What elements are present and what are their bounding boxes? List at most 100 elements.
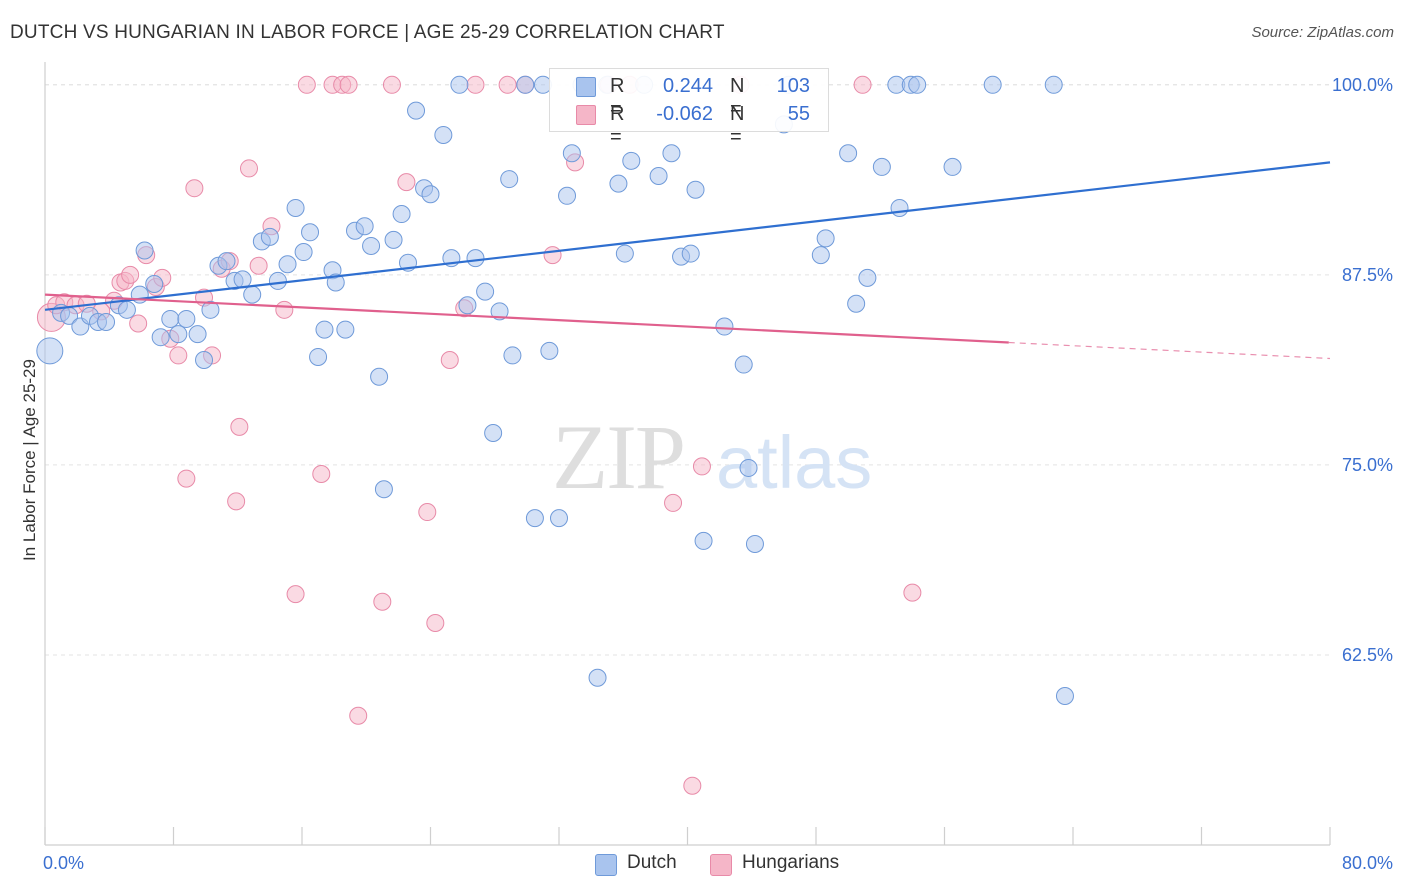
- dutch-point: [662, 144, 681, 163]
- dutch-point: [97, 312, 116, 331]
- watermark-atlas: atlas: [716, 421, 872, 504]
- dutch-trend-line: [44, 161, 1331, 311]
- dutch-point: [540, 341, 559, 360]
- chart-title: DUTCH VS HUNGARIAN IN LABOR FORCE | AGE …: [10, 22, 725, 43]
- x-tick-label: 0.0%: [43, 853, 84, 873]
- hungarians-point: [382, 75, 401, 94]
- legend-r-label: R =: [610, 103, 625, 148]
- hungarians-point: [129, 314, 148, 333]
- correlation-legend: R = 0.244 N = 103 R = -0.062 N = 55: [549, 68, 829, 148]
- dutch-point: [117, 300, 136, 319]
- hungarians-point: [397, 173, 416, 192]
- dutch-point: [839, 144, 858, 163]
- dutch-point: [201, 300, 220, 319]
- dutch-point: [983, 75, 1002, 94]
- dutch-point: [943, 157, 962, 176]
- dutch-point: [421, 185, 440, 204]
- dutch-point: [562, 144, 581, 163]
- dutch-point: [908, 75, 927, 94]
- legend-swatch-dutch: [576, 77, 596, 97]
- dutch-point: [588, 668, 607, 687]
- dutch-point: [315, 320, 334, 339]
- y-tick-label: 62.5%: [1342, 645, 1393, 665]
- x-tick-label: 80.0%: [1342, 853, 1393, 873]
- watermark: ZIP atlas: [552, 406, 872, 508]
- dutch-point: [484, 423, 503, 442]
- legend-label-dutch: Dutch: [627, 852, 677, 873]
- hungarians-point: [664, 493, 683, 512]
- source-note: Source: ZipAtlas.com: [1251, 24, 1394, 41]
- y-tick-label: 75.0%: [1342, 455, 1393, 475]
- dutch-point: [734, 355, 753, 374]
- hungarians-point: [349, 706, 368, 725]
- dutch-point: [336, 320, 355, 339]
- watermark-zip: ZIP: [552, 406, 684, 508]
- hungarians-point: [185, 179, 204, 198]
- dutch-point: [294, 243, 313, 262]
- legend-swatch-hungarians: [710, 854, 732, 876]
- hungarians-point: [275, 300, 294, 319]
- dutch-point: [476, 282, 495, 301]
- dutch-point: [858, 268, 877, 287]
- hungarians-point: [297, 75, 316, 94]
- dutch-point: [195, 350, 214, 369]
- hungarians-point: [692, 457, 711, 476]
- axes: [44, 62, 1331, 846]
- dutch-point: [550, 509, 568, 528]
- y-tick-labels: 62.5% 75.0% 87.5% 100.0%: [1332, 75, 1393, 665]
- y-tick-label: 100.0%: [1332, 75, 1393, 95]
- legend-n-label: N =: [730, 103, 745, 148]
- dutch-point: [739, 458, 758, 477]
- dutch-point: [268, 271, 287, 290]
- dutch-point: [500, 170, 519, 189]
- dutch-point: [715, 317, 734, 336]
- dutch-point: [558, 186, 577, 205]
- hungarians-point: [903, 583, 922, 602]
- dutch-point: [745, 534, 764, 553]
- hungarians-point: [466, 75, 485, 94]
- dutch-point: [686, 180, 705, 199]
- hungarians-point: [169, 346, 188, 365]
- hungarians-point: [230, 417, 249, 436]
- dutch-point: [458, 296, 477, 315]
- gridlines: [45, 84, 1330, 656]
- dutch-point: [503, 346, 522, 365]
- legend-swatch-hungarians: [576, 105, 596, 125]
- dutch-point: [151, 328, 170, 347]
- dutch-point: [847, 294, 866, 313]
- dutch-points: [36, 75, 1074, 706]
- dutch-point: [890, 198, 909, 217]
- dutch-point: [177, 309, 196, 328]
- dutch-point: [355, 217, 374, 236]
- dutch-point: [286, 198, 305, 217]
- hungarians-point: [440, 350, 459, 369]
- hungarians-point: [177, 469, 196, 488]
- legend-n-value: 55: [787, 103, 810, 125]
- dutch-point: [217, 252, 236, 271]
- y-tick-label: 87.5%: [1342, 265, 1393, 285]
- dutch-point: [370, 367, 389, 386]
- hungarians-point: [418, 503, 437, 522]
- dutch-point: [466, 249, 485, 268]
- hungarians-trend-line-extension: [1008, 341, 1331, 360]
- dutch-point: [145, 274, 164, 293]
- dutch-point: [434, 125, 453, 144]
- dutch-point: [649, 167, 668, 186]
- dutch-point: [609, 174, 628, 193]
- x-tick-labels: 0.0% 80.0%: [43, 853, 1393, 873]
- dutch-point: [243, 285, 262, 304]
- trend-lines: [44, 161, 1331, 360]
- dutch-point: [516, 75, 535, 94]
- dutch-point: [525, 509, 544, 528]
- dutch-point: [169, 325, 188, 344]
- hungarians-point: [312, 465, 331, 484]
- hungarians-point: [249, 256, 268, 275]
- dutch-point: [362, 236, 381, 255]
- hungarians-point: [121, 265, 140, 284]
- hungarians-point: [683, 776, 702, 795]
- dutch-point: [326, 273, 345, 292]
- dutch-point: [681, 244, 700, 263]
- hungarians-point: [853, 75, 872, 94]
- hungarians-point: [227, 492, 246, 511]
